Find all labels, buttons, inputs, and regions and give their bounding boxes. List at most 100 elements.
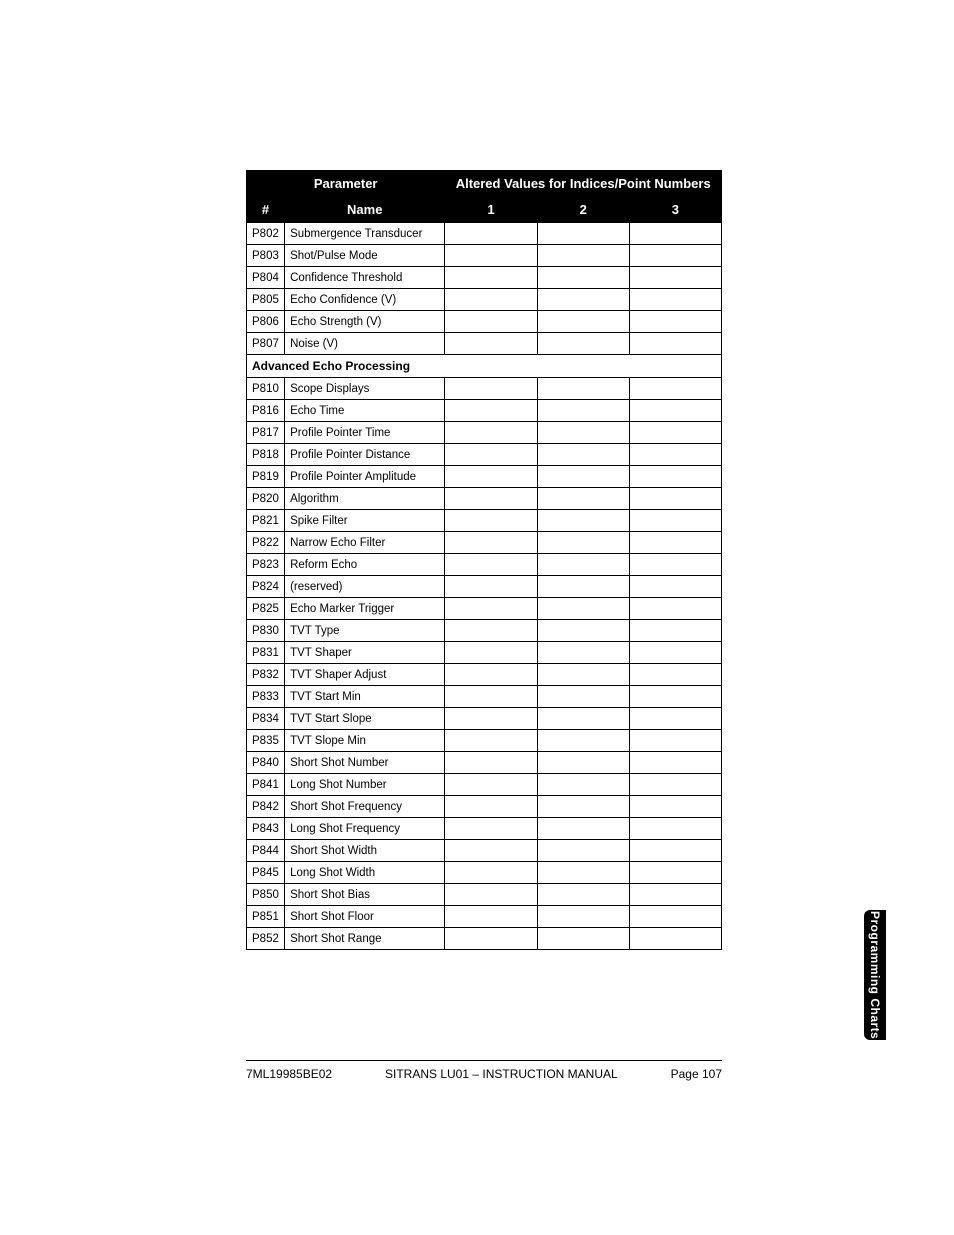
param-name: Short Shot Floor — [285, 906, 445, 928]
param-code: P822 — [247, 532, 285, 554]
value-cell — [629, 400, 721, 422]
value-cell — [445, 664, 537, 686]
param-name: Algorithm — [285, 488, 445, 510]
value-cell — [537, 576, 629, 598]
value-cell — [629, 245, 721, 267]
value-cell — [445, 906, 537, 928]
page-footer: 7ML19985BE02 SITRANS LU01 – INSTRUCTION … — [246, 1060, 722, 1081]
param-name: Profile Pointer Time — [285, 422, 445, 444]
value-cell — [629, 466, 721, 488]
value-cell — [629, 664, 721, 686]
value-cell — [537, 422, 629, 444]
value-cell — [629, 444, 721, 466]
value-cell — [629, 510, 721, 532]
param-name: Short Shot Range — [285, 928, 445, 950]
value-cell — [445, 289, 537, 311]
value-cell — [537, 884, 629, 906]
value-cell — [445, 378, 537, 400]
table-row: P843Long Shot Frequency — [247, 818, 722, 840]
value-cell — [445, 554, 537, 576]
value-cell — [445, 267, 537, 289]
value-cell — [445, 532, 537, 554]
value-cell — [537, 466, 629, 488]
table-row: Advanced Echo Processing — [247, 355, 722, 378]
value-cell — [537, 400, 629, 422]
value-cell — [445, 840, 537, 862]
param-code: P806 — [247, 311, 285, 333]
param-code: P833 — [247, 686, 285, 708]
param-code: P807 — [247, 333, 285, 355]
table-row: P833TVT Start Min — [247, 686, 722, 708]
param-code: P823 — [247, 554, 285, 576]
value-cell — [537, 620, 629, 642]
value-cell — [537, 906, 629, 928]
value-cell — [629, 686, 721, 708]
param-code: P851 — [247, 906, 285, 928]
table-row: P831TVT Shaper — [247, 642, 722, 664]
table-row: P810Scope Displays — [247, 378, 722, 400]
param-code: P824 — [247, 576, 285, 598]
value-cell — [537, 664, 629, 686]
value-cell — [445, 928, 537, 950]
value-cell — [537, 774, 629, 796]
param-name: Profile Pointer Amplitude — [285, 466, 445, 488]
param-name: Submergence Transducer — [285, 223, 445, 245]
value-cell — [629, 289, 721, 311]
table-row: P832TVT Shaper Adjust — [247, 664, 722, 686]
table-row: P842Short Shot Frequency — [247, 796, 722, 818]
param-code: P844 — [247, 840, 285, 862]
param-name: TVT Start Min — [285, 686, 445, 708]
value-cell — [537, 311, 629, 333]
table-row: P845Long Shot Width — [247, 862, 722, 884]
value-cell — [629, 774, 721, 796]
table-row: P819Profile Pointer Amplitude — [247, 466, 722, 488]
footer-page-number: Page 107 — [671, 1067, 722, 1081]
table-row: P844Short Shot Width — [247, 840, 722, 862]
param-code: P845 — [247, 862, 285, 884]
param-name: Scope Displays — [285, 378, 445, 400]
param-name: Echo Strength (V) — [285, 311, 445, 333]
param-code: P843 — [247, 818, 285, 840]
table-row: P824(reserved) — [247, 576, 722, 598]
table-row: P850Short Shot Bias — [247, 884, 722, 906]
param-name: Short Shot Frequency — [285, 796, 445, 818]
table-body: P802Submergence TransducerP803Shot/Pulse… — [247, 223, 722, 950]
param-code: P821 — [247, 510, 285, 532]
value-cell — [537, 444, 629, 466]
param-code: P835 — [247, 730, 285, 752]
param-code: P842 — [247, 796, 285, 818]
param-code: P841 — [247, 774, 285, 796]
param-code: P802 — [247, 223, 285, 245]
value-cell — [629, 333, 721, 355]
table-row: P825Echo Marker Trigger — [247, 598, 722, 620]
footer-doc-title: SITRANS LU01 – INSTRUCTION MANUAL — [332, 1067, 671, 1081]
header-col-1: 1 — [445, 197, 537, 223]
param-code: P804 — [247, 267, 285, 289]
param-code: P818 — [247, 444, 285, 466]
value-cell — [537, 642, 629, 664]
param-code: P805 — [247, 289, 285, 311]
table-row: P821Spike Filter — [247, 510, 722, 532]
param-name: TVT Start Slope — [285, 708, 445, 730]
value-cell — [537, 245, 629, 267]
side-tab-label: Programming Charts — [868, 911, 882, 1039]
table-row: P816Echo Time — [247, 400, 722, 422]
value-cell — [537, 598, 629, 620]
value-cell — [537, 818, 629, 840]
value-cell — [537, 267, 629, 289]
table-row: P830TVT Type — [247, 620, 722, 642]
table-row: P822Narrow Echo Filter — [247, 532, 722, 554]
param-code: P830 — [247, 620, 285, 642]
value-cell — [537, 378, 629, 400]
table-header: Parameter Altered Values for Indices/Poi… — [247, 171, 722, 223]
footer-doc-number: 7ML19985BE02 — [246, 1067, 332, 1081]
value-cell — [629, 906, 721, 928]
value-cell — [445, 422, 537, 444]
value-cell — [445, 223, 537, 245]
value-cell — [537, 928, 629, 950]
param-name: TVT Shaper Adjust — [285, 664, 445, 686]
header-col-3: 3 — [629, 197, 721, 223]
value-cell — [629, 311, 721, 333]
value-cell — [629, 422, 721, 444]
value-cell — [445, 752, 537, 774]
